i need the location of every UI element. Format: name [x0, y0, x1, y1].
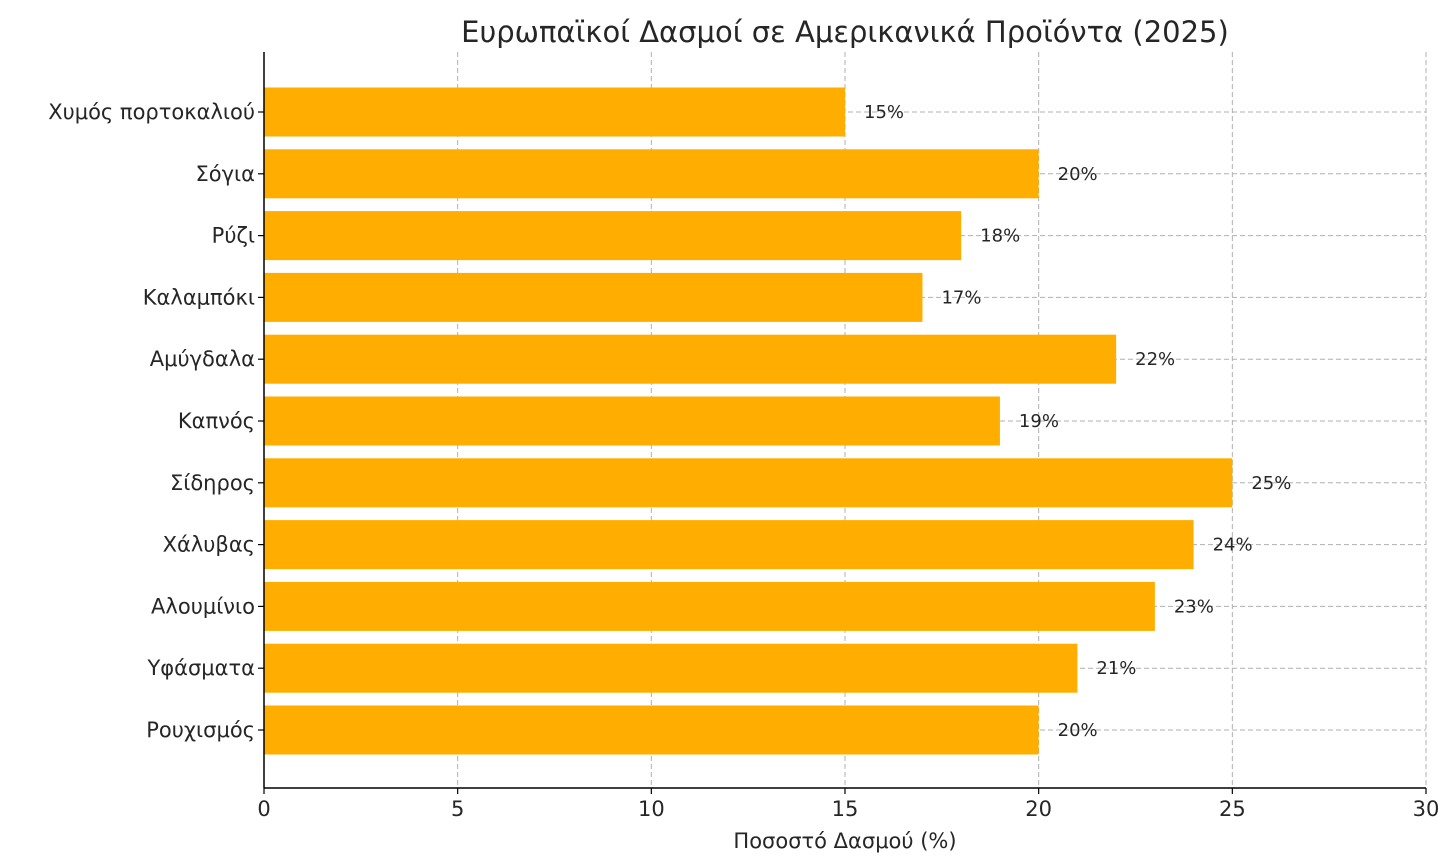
- bar-value-label: 22%: [1135, 349, 1175, 370]
- category-label: Καλαμπόκι: [143, 285, 255, 309]
- bar: [264, 272, 923, 322]
- bar: [264, 581, 1155, 631]
- bar-value-label: 19%: [1019, 411, 1059, 432]
- bar: [264, 520, 1194, 570]
- bar-value-label: 25%: [1251, 473, 1291, 494]
- category-label: Σίδηρος: [170, 471, 255, 495]
- bar-value-label: 15%: [864, 102, 904, 123]
- x-axis-label: Ποσοστό Δασμού (%): [733, 829, 956, 853]
- category-label: Χυμός πορτοκαλιού: [48, 100, 255, 124]
- bar-value-label: 20%: [1058, 164, 1098, 185]
- x-tick-label: 0: [257, 797, 270, 821]
- bar: [264, 643, 1078, 693]
- bar-value-label: 21%: [1096, 658, 1136, 679]
- bar: [264, 705, 1039, 755]
- x-tick-label: 20: [1025, 797, 1052, 821]
- category-label: Ρουχισμός: [146, 718, 255, 742]
- category-label: Αλουμίνιο: [151, 594, 255, 618]
- category-label: Αμύγδαλα: [150, 347, 255, 371]
- category-label: Χάλυβας: [163, 533, 255, 557]
- bar-value-label: 23%: [1174, 596, 1214, 617]
- bar-value-label: 24%: [1213, 535, 1253, 556]
- category-label: Σόγια: [196, 162, 256, 186]
- chart-title: Ευρωπαϊκοί Δασμοί σε Αμερικανικά Προϊόντ…: [461, 15, 1229, 49]
- category-label: Υφάσματα: [146, 656, 255, 680]
- bar-value-label: 20%: [1058, 720, 1098, 741]
- data-label-layer: 15% 20% 18% 17% 22% 19% 25% 24% 23% 21% 20%: [864, 102, 1291, 741]
- x-tick-label: 25: [1219, 797, 1246, 821]
- bar-value-label: 17%: [941, 287, 981, 308]
- bar-value-label: 18%: [980, 226, 1020, 247]
- x-tick-label: 15: [832, 797, 859, 821]
- bar: [264, 334, 1117, 384]
- bar-layer: [264, 87, 1233, 755]
- x-tick-label: 5: [451, 797, 464, 821]
- category-label: Ρύζι: [212, 224, 255, 248]
- bar: [264, 396, 1000, 446]
- bar: [264, 149, 1039, 199]
- category-label: Καπνός: [178, 409, 255, 433]
- x-tick-label: 30: [1413, 797, 1440, 821]
- axis-layer: Χυμός πορτοκαλιού Σόγια Ρύζι Καλαμπόκι Αμύγδ…: [48, 52, 1439, 821]
- bar: [264, 458, 1233, 508]
- bar: [264, 211, 962, 261]
- bar: [264, 87, 845, 137]
- x-tick-label: 10: [638, 797, 665, 821]
